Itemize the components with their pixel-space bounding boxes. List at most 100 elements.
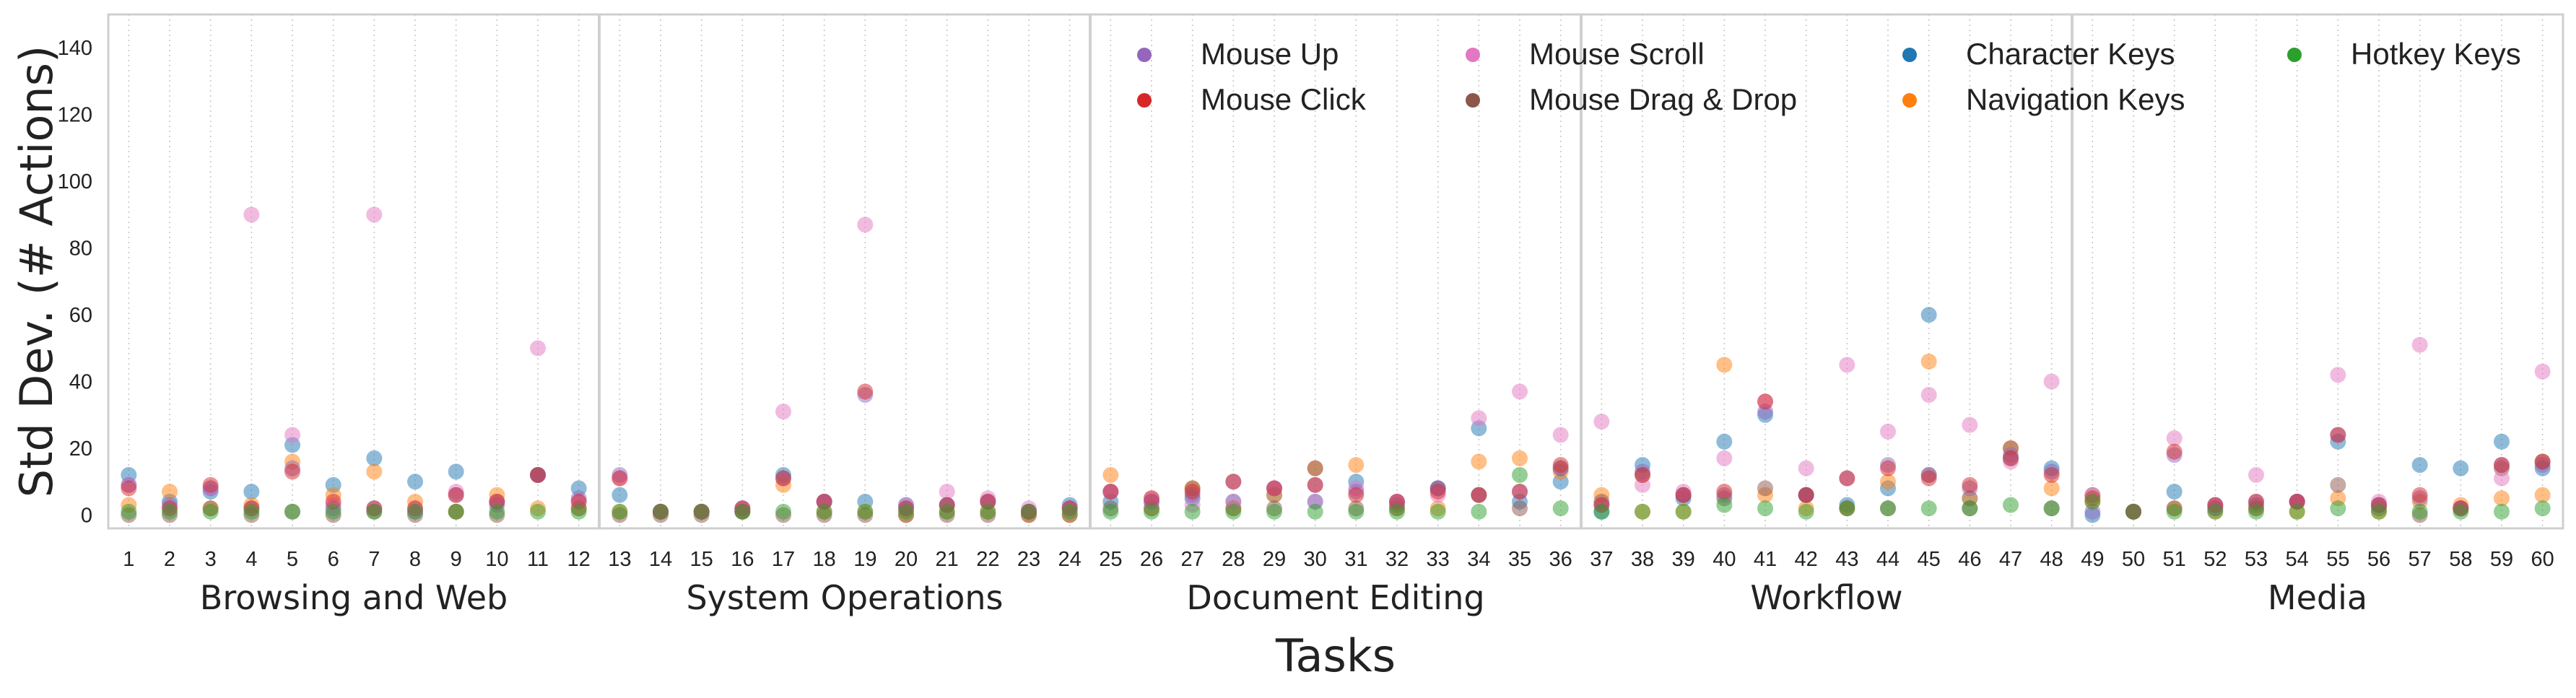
data-point	[1430, 503, 1446, 520]
data-point	[1512, 467, 1528, 484]
x-tick-label: 52	[2203, 548, 2227, 571]
x-tick-label: 39	[1672, 548, 1695, 571]
x-tick-label: 1	[123, 548, 134, 571]
group-label: Browsing and Web	[200, 578, 508, 617]
plot-frame	[107, 13, 2564, 530]
y-tick-label: 60	[69, 304, 92, 327]
series-hotkey-keys	[121, 467, 2551, 520]
x-tick-label: 29	[1263, 548, 1286, 571]
series-mouse-drag-drop	[121, 440, 2551, 523]
data-point	[693, 503, 710, 520]
data-point	[2330, 367, 2346, 383]
data-point	[2534, 487, 2551, 503]
data-point	[1102, 503, 1119, 520]
data-point	[1430, 484, 1446, 500]
x-tick-label: 34	[1467, 548, 1490, 571]
x-tick-label: 24	[1058, 548, 1082, 571]
legend-label: Character Keys	[1966, 37, 2175, 71]
data-point	[1839, 357, 1855, 373]
x-tick-label: 18	[813, 548, 836, 571]
data-point	[448, 503, 464, 520]
data-point	[1512, 450, 1528, 466]
data-point	[1348, 503, 1365, 520]
x-tick-label: 48	[2040, 548, 2063, 571]
x-tick-label: 14	[649, 548, 672, 571]
legend-marker	[1466, 93, 1480, 108]
y-tick-label: 0	[81, 505, 92, 528]
data-point	[898, 503, 914, 520]
data-point	[2494, 470, 2510, 487]
x-tick-label: 6	[328, 548, 339, 571]
x-tick-label: 47	[1999, 548, 2022, 571]
x-tick-label: 42	[1795, 548, 1818, 571]
data-point	[612, 503, 628, 520]
data-point	[2411, 487, 2428, 503]
data-point	[1552, 500, 1569, 517]
data-point	[857, 383, 874, 400]
legend-item: Navigation Keys	[1902, 82, 2185, 116]
data-point	[2411, 457, 2428, 474]
data-point	[243, 484, 260, 500]
data-point	[1184, 503, 1201, 520]
data-point	[1225, 503, 1242, 520]
y-axis-title: Std Dev. (# Actions)	[10, 45, 63, 497]
data-point	[1798, 503, 1814, 520]
data-point	[1716, 357, 1733, 373]
series-mouse-up	[121, 387, 2551, 520]
y-tick-label: 80	[69, 237, 92, 261]
group-separators	[598, 14, 2074, 528]
data-point	[284, 503, 300, 520]
data-point	[570, 503, 587, 520]
data-point	[857, 503, 874, 520]
x-tick-label: 41	[1754, 548, 1777, 571]
data-point	[1920, 470, 1937, 487]
data-point	[2166, 430, 2183, 447]
group-label: Document Editing	[1186, 578, 1484, 617]
legend-label: Hotkey Keys	[2351, 37, 2521, 71]
x-tick-label: 22	[976, 548, 999, 571]
data-point	[366, 463, 383, 480]
data-point	[2494, 433, 2510, 450]
data-point	[2043, 467, 2060, 484]
data-point	[734, 503, 751, 520]
x-tick-label: 9	[451, 548, 462, 571]
x-tick-label: 38	[1631, 548, 1654, 571]
data-point	[2534, 363, 2551, 380]
data-point	[1920, 500, 1937, 517]
data-point	[1512, 484, 1528, 500]
data-point	[1920, 353, 1937, 370]
data-point	[1512, 500, 1528, 517]
data-point	[775, 403, 791, 420]
x-tick-label: 26	[1140, 548, 1163, 571]
x-tick-label: 17	[772, 548, 795, 571]
data-point	[121, 480, 137, 497]
x-tick-label: 31	[1344, 548, 1367, 571]
group-labels: Browsing and Web System Operations Documen…	[200, 578, 2367, 617]
legend-label: Mouse Up	[1201, 37, 1339, 71]
data-point	[2494, 490, 2510, 507]
x-tick-label: 8	[409, 548, 421, 571]
data-point	[2453, 460, 2469, 476]
y-tick-label: 140	[58, 37, 92, 60]
x-tick-label: 46	[1958, 548, 1981, 571]
data-point	[366, 450, 383, 466]
x-tick-label: 10	[485, 548, 508, 571]
data-point	[1635, 503, 1650, 520]
legend-item: Mouse Click	[1137, 82, 1367, 116]
x-tick-label: 7	[368, 548, 380, 571]
data-point	[2084, 494, 2101, 510]
data-point	[407, 474, 423, 490]
legend-label: Mouse Scroll	[1529, 37, 1705, 71]
data-point	[2411, 336, 2428, 353]
data-point	[1593, 503, 1610, 520]
data-point	[2166, 503, 2183, 520]
data-point	[1962, 500, 1978, 517]
data-point	[1102, 484, 1119, 500]
data-point	[1593, 414, 1610, 430]
x-tick-label: 30	[1304, 548, 1327, 571]
legend-marker	[2287, 48, 2302, 62]
data-point	[1757, 393, 1773, 410]
legend-marker	[1137, 48, 1152, 62]
series-mouse-scroll	[121, 206, 2551, 520]
